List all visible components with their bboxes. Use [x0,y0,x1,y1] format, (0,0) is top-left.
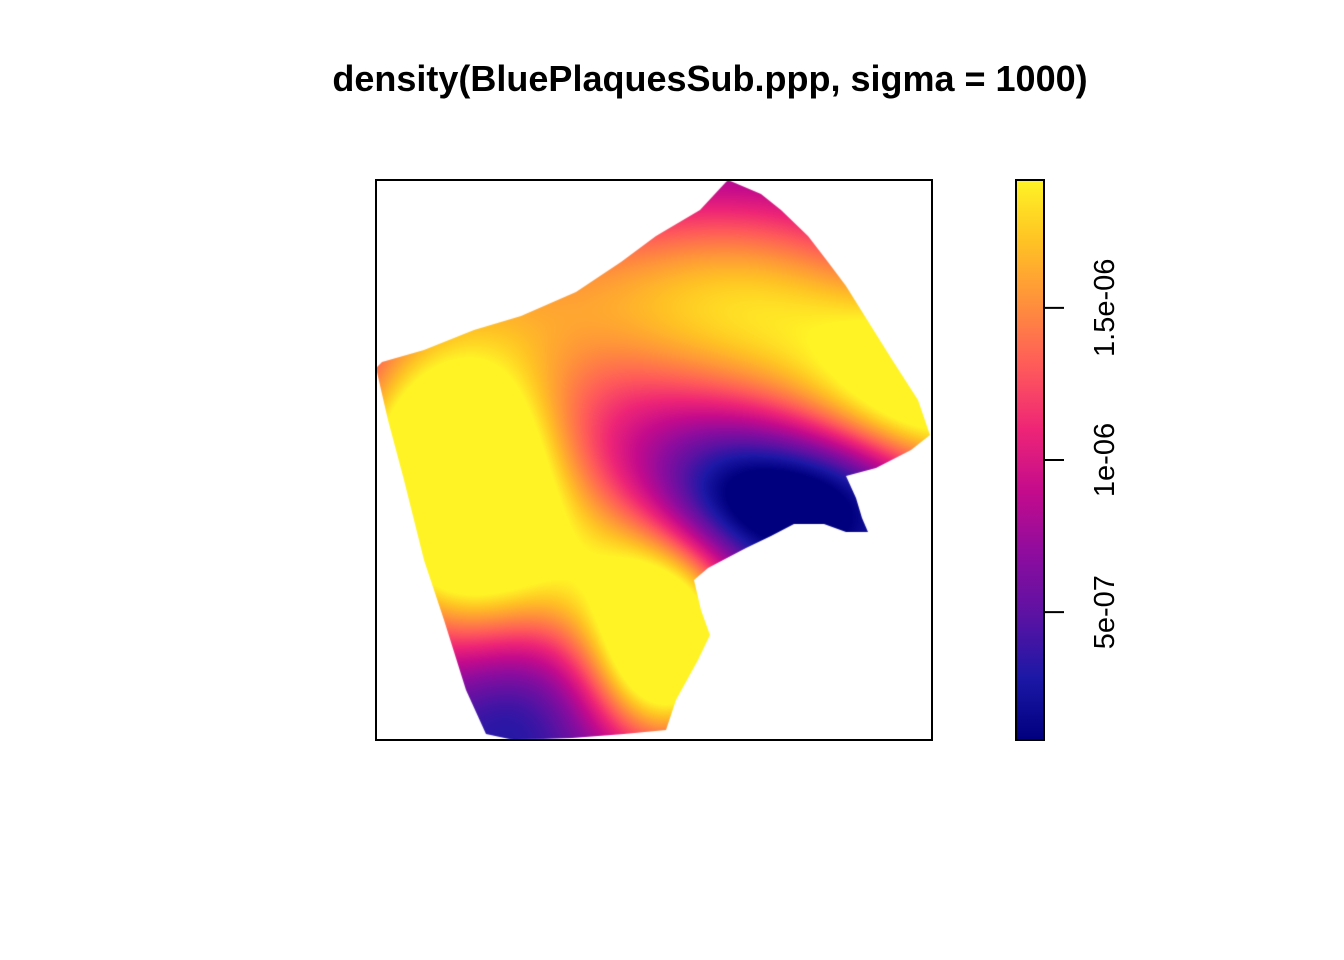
colorbar-tick-label: 1e-06 [1089,423,1121,497]
colorbar-tick-label: 5e-07 [1089,575,1121,649]
plot-border [375,179,933,741]
colorbar-axis: 5e-07 1e-06 1.5e-06 [1044,259,1121,649]
colorbar [1015,179,1045,741]
density-surface [376,180,932,740]
chart-title: density(BluePlaquesSub.ppp, sigma = 1000… [332,58,1088,99]
colorbar-tick-label: 1.5e-06 [1089,259,1121,357]
